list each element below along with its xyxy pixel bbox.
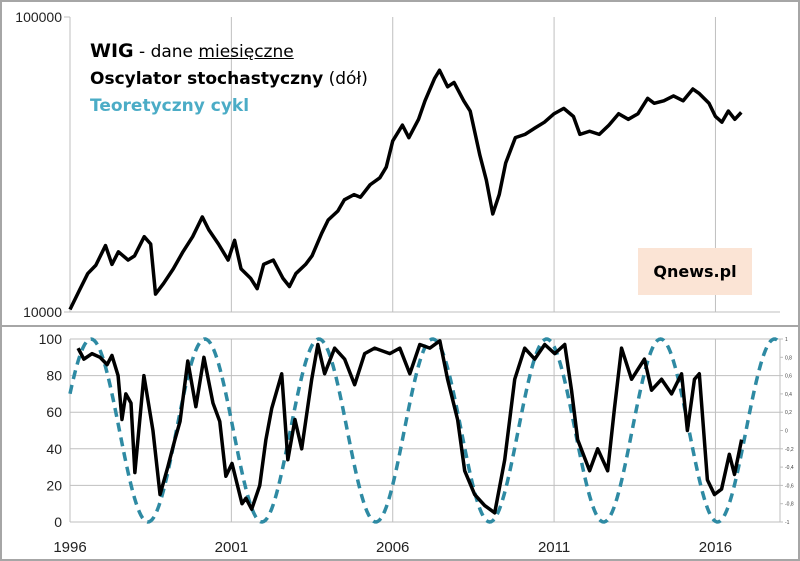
x-tick-label: 2006 <box>376 539 409 556</box>
y2-tick-label: 0,4 <box>785 392 792 398</box>
bottom-y-tick-label: 20 <box>46 477 62 493</box>
y2-tick-label: -1 <box>785 520 790 526</box>
legend-wig: WIG <box>90 40 134 62</box>
top-y-tick-label: 10000 <box>23 304 62 320</box>
wig-line <box>68 68 743 311</box>
watermark: Qnews.pl <box>638 248 752 295</box>
x-tick-label: 2016 <box>699 539 732 556</box>
y2-tick-label: 0 <box>785 429 788 435</box>
bottom-y-tick-label: 40 <box>46 441 62 457</box>
x-tick-label: 1996 <box>53 539 86 556</box>
legend: WIG - dane miesięczne Oscylator stochast… <box>90 38 368 120</box>
bottom-y-tick-label: 80 <box>46 368 62 384</box>
top-y-tick-label: 100000 <box>15 9 62 25</box>
y2-tick-label: 0,2 <box>785 410 792 416</box>
legend-wig-monthly: miesięczne <box>198 42 294 62</box>
bottom-y-tick-label: 100 <box>39 331 63 347</box>
legend-oscillator-rest: (dół) <box>323 69 368 89</box>
x-tick-label: 2011 <box>538 539 570 556</box>
y2-tick-label: -0,2 <box>785 447 794 453</box>
y2-tick-label: 0,6 <box>785 374 792 380</box>
y2-tick-label: -0,4 <box>785 465 794 471</box>
legend-wig-rest: - dane <box>133 42 199 62</box>
y2-tick-label: 0,8 <box>785 355 792 361</box>
legend-cycle: Teoretyczny cykl <box>90 96 250 116</box>
stochastic-oscillator-line <box>76 339 744 515</box>
y2-tick-label: 1 <box>785 337 788 343</box>
legend-oscillator: Oscylator stochastyczny <box>90 69 324 89</box>
y2-tick-label: -0,6 <box>785 483 794 489</box>
y2-tick-label: -0,8 <box>785 502 794 508</box>
bottom-y-tick-label: 60 <box>46 404 62 420</box>
x-tick-label: 2001 <box>215 539 248 556</box>
bottom-y-tick-label: 0 <box>54 514 62 530</box>
